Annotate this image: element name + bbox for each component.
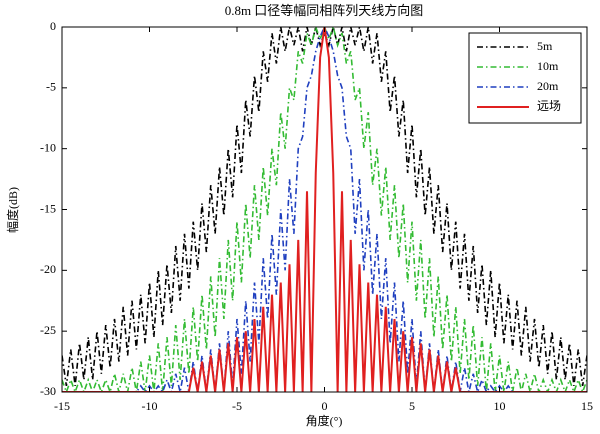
y-tick-label: -5 [46,80,56,94]
y-tick-label: -30 [40,384,56,398]
legend-label: 远场 [537,99,561,113]
x-tick-label: -5 [232,399,242,413]
x-tick-label: -15 [54,399,70,413]
x-tick-label: -10 [142,399,158,413]
x-tick-label: 10 [494,399,506,413]
x-axis-label: 角度(°) [306,413,343,428]
legend-label: 5m [537,39,553,53]
chart-title: 0.8m 口径等幅同相阵列天线方向图 [225,3,424,18]
x-tick-label: 15 [581,399,593,413]
x-tick-label: 0 [322,399,328,413]
legend-label: 20m [537,79,559,93]
y-axis-label: 幅度(dB) [5,187,20,233]
series-line [62,27,587,392]
legend-label: 10m [537,59,559,73]
y-tick-label: -15 [40,201,56,215]
y-tick-label: -10 [40,140,56,154]
x-tick-label: 5 [409,399,415,413]
y-tick-label: 0 [50,19,56,33]
y-tick-label: -20 [40,262,56,276]
series-line [62,27,587,392]
legend-box [468,32,582,124]
y-tick-label: -25 [40,323,56,337]
